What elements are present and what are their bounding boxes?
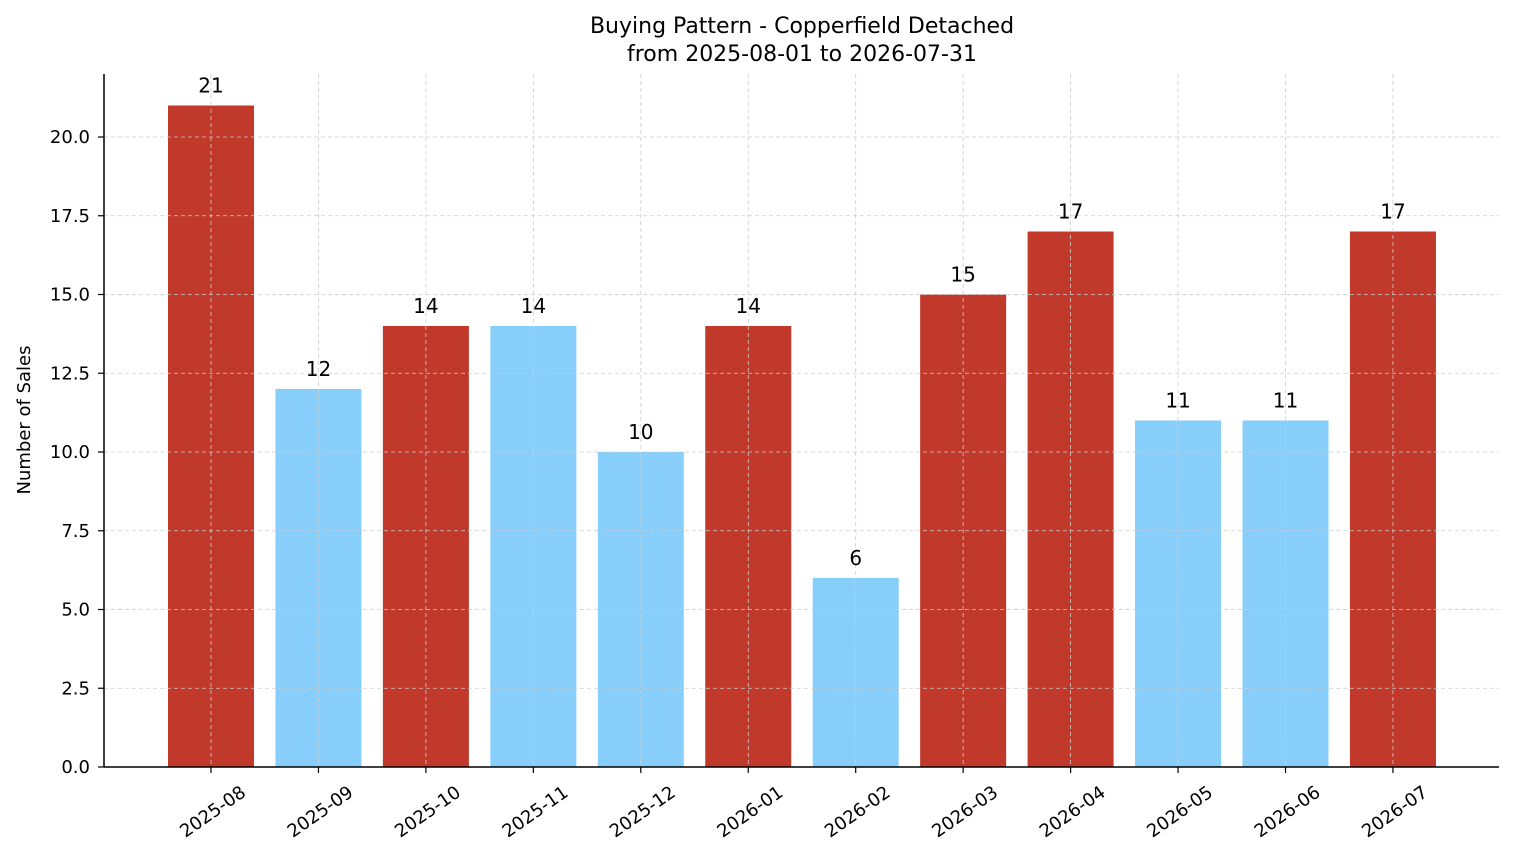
data-labels: 21 12 14 14 10 14 6 15 17 11 11 17 <box>198 74 1405 571</box>
x-tick-label: 2026-01 <box>713 782 787 842</box>
data-label-2026-04: 17 <box>1058 200 1083 224</box>
x-tick-label: 2026-07 <box>1358 782 1432 842</box>
x-tick-label: 2026-04 <box>1036 782 1110 842</box>
x-tick-label: 2025-10 <box>391 782 465 842</box>
x-tick-label: 2025-12 <box>606 782 680 842</box>
x-tick-label: 2026-06 <box>1251 782 1325 842</box>
data-label-2025-08: 21 <box>198 74 223 98</box>
data-label-2025-12: 10 <box>628 420 653 444</box>
y-tick-label: 17.5 <box>50 206 90 227</box>
x-tick-label: 2026-02 <box>821 782 895 842</box>
data-label-2026-06: 11 <box>1273 389 1298 413</box>
y-tick-label: 10.0 <box>50 442 90 463</box>
data-label-2025-11: 14 <box>521 294 546 318</box>
x-tick-label: 2025-09 <box>284 782 358 842</box>
data-label-2025-09: 12 <box>306 357 331 381</box>
y-tick-label: 2.5 <box>61 678 90 699</box>
y-tick-label: 20.0 <box>50 127 90 148</box>
y-tick-label: 0.0 <box>61 757 90 778</box>
data-label-2026-05: 11 <box>1165 389 1190 413</box>
data-label-2026-07: 17 <box>1380 200 1405 224</box>
x-tick-label: 2026-05 <box>1143 782 1217 842</box>
data-label-2026-02: 6 <box>849 546 862 570</box>
bar-2025-08 <box>168 105 254 767</box>
x-tick-label: 2025-08 <box>176 782 250 842</box>
data-label-2026-01: 14 <box>736 294 761 318</box>
data-label-2026-03: 15 <box>950 263 975 287</box>
y-tick-label: 12.5 <box>50 363 90 384</box>
x-tick-label: 2026-03 <box>928 782 1002 842</box>
y-tick-label: 5.0 <box>61 600 90 621</box>
y-tick-label: 15.0 <box>50 285 90 306</box>
x-tick-label: 2025-11 <box>499 782 573 842</box>
axes <box>98 74 1499 773</box>
data-label-2025-10: 14 <box>413 294 438 318</box>
y-tick-label: 7.5 <box>61 521 90 542</box>
chart-subtitle: from 2025-08-01 to 2026-07-31 <box>627 42 977 67</box>
y-axis-label: Number of Sales <box>14 345 35 494</box>
bars <box>168 105 1436 767</box>
chart-title: Buying Pattern - Copperfield Detached <box>590 14 1014 39</box>
